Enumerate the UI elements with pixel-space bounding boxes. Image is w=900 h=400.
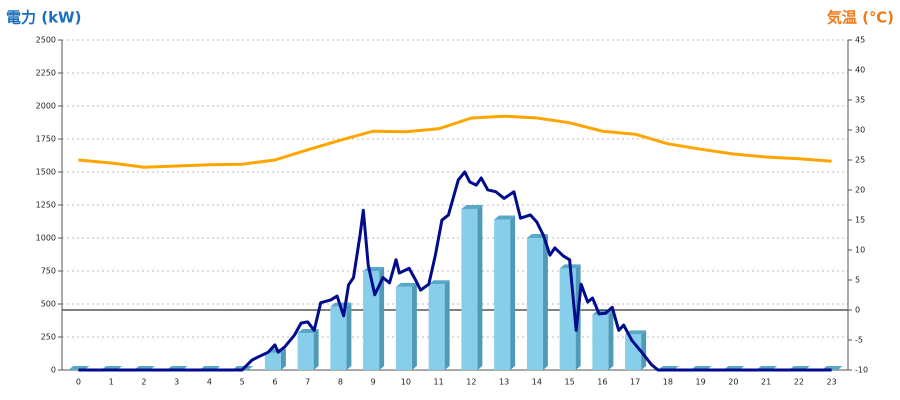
y-tick-label: 1250 [36,201,56,210]
y2-tick-label: 15 [855,216,865,225]
bar-top [625,330,647,335]
bar [625,334,642,370]
y-tick-label: 2000 [36,102,56,111]
bar-side [411,282,417,370]
bar-side [444,280,450,370]
bar-top [395,282,417,287]
x-tick-label: 9 [371,378,376,387]
bar [297,333,314,370]
y2-tick-label: -5 [855,336,863,345]
bar [330,306,347,370]
bar [395,286,412,370]
bar-side [608,310,614,370]
bar [428,284,445,370]
y2-tick-label: 20 [855,186,865,195]
line [78,114,832,169]
bar-side [313,329,319,370]
x-tick-label: 13 [499,378,509,387]
x-tick-label: 1 [109,378,114,387]
bar [363,271,380,370]
bar-side [641,330,647,370]
y-tick-label: 2250 [36,69,56,78]
y-tick-label: 500 [41,300,56,309]
x-tick-label: 21 [761,378,771,387]
y2-tick-label: 0 [855,306,860,315]
x-tick-label: 10 [401,378,411,387]
y-tick-label: 1750 [36,135,56,144]
y2-tick-label: 5 [855,276,860,285]
x-tick-label: 15 [565,378,575,387]
x-tick-label: 7 [305,378,310,387]
x-tick-label: 4 [207,378,212,387]
y-axis-title: 電力 (kW) [6,9,81,27]
y2-tick-label: 30 [855,126,865,135]
bar-side [379,267,385,370]
bar-side [542,234,548,370]
bar [461,208,478,370]
x-tick-label: 5 [240,378,245,387]
y-tick-label: 750 [41,267,56,276]
y2-tick-label: 10 [855,246,865,255]
x-tick-label: 12 [466,378,476,387]
bar-side [510,215,516,370]
bar [494,219,511,370]
x-tick-label: 19 [696,378,706,387]
x-tick-label: 2 [141,378,146,387]
bar-side [477,204,483,370]
bar-side [280,348,286,370]
y-tick-label: 1500 [36,168,56,177]
x-tick-label: 8 [338,378,343,387]
x-tick-label: 16 [597,378,607,387]
line [78,170,832,372]
y-tick-label: 250 [41,333,56,342]
x-tick-label: 11 [434,378,444,387]
bar [592,314,609,370]
bar-side [346,302,352,370]
x-tick-label: 23 [827,378,837,387]
y2-tick-label: 35 [855,96,865,105]
x-tick-label: 18 [663,378,673,387]
bar [526,238,543,370]
bar-top [461,204,483,209]
y2-tick-label: 45 [855,36,865,45]
x-tick-label: 20 [728,378,738,387]
y2-tick-label: -10 [855,366,868,375]
y2-tick-label: 40 [855,66,865,75]
x-tick-label: 6 [272,378,277,387]
x-tick-label: 3 [174,378,179,387]
bar-top [428,280,450,285]
y2-axis-title: 気温 (℃) [827,9,894,27]
x-tick-label: 17 [630,378,640,387]
bar [264,352,281,370]
x-tick-label: 0 [76,378,81,387]
y-tick-label: 0 [51,366,56,375]
y-tick-label: 1000 [36,234,56,243]
y2-tick-label: 25 [855,156,865,165]
y-tick-label: 2500 [36,36,56,45]
x-tick-label: 14 [532,378,542,387]
x-tick-label: 22 [794,378,804,387]
bar-top [494,215,516,220]
